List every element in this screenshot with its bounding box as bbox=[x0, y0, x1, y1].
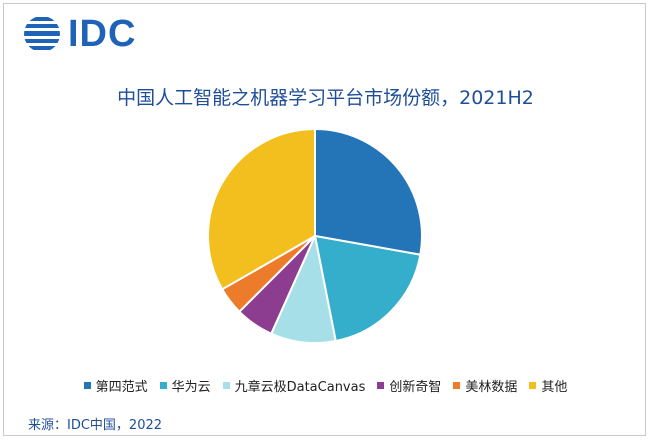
legend-label: 其他 bbox=[541, 380, 568, 395]
legend-swatch bbox=[222, 382, 230, 389]
legend-label: 华为云 bbox=[171, 380, 211, 395]
legend-label: 创新奇智 bbox=[389, 380, 442, 395]
chart-legend: 第四范式 华为云 九章云极DataCanvas 创新奇智 美林数据 其他 bbox=[0, 376, 651, 395]
logo-text: IDC bbox=[68, 13, 137, 55]
legend-item: 创新奇智 bbox=[377, 376, 441, 395]
legend-label: 第四范式 bbox=[95, 380, 148, 395]
source-note: 来源：IDC中国，2022 bbox=[28, 418, 163, 433]
legend-label: 九章云极DataCanvas bbox=[234, 380, 366, 395]
legend-swatch bbox=[159, 382, 167, 389]
chart-title: 中国人工智能之机器学习平台市场份额，2021H2 bbox=[117, 87, 534, 109]
legend-swatch bbox=[83, 382, 91, 389]
pie-slice-6 bbox=[207, 127, 316, 291]
idc-logo: IDC bbox=[22, 12, 136, 56]
legend-swatch bbox=[377, 382, 385, 389]
legend-item: 华为云 bbox=[159, 376, 211, 395]
pie-slice-1 bbox=[314, 127, 423, 256]
globe-icon bbox=[24, 17, 60, 50]
legend-item: 美林数据 bbox=[453, 376, 517, 395]
legend-item: 九章云极DataCanvas bbox=[222, 376, 366, 395]
legend-swatch bbox=[453, 382, 461, 389]
legend-label: 美林数据 bbox=[465, 380, 518, 395]
legend-item: 其他 bbox=[529, 376, 567, 395]
legend-item: 第四范式 bbox=[83, 376, 148, 395]
pie-slice-2 bbox=[313, 234, 422, 343]
legend-swatch bbox=[529, 382, 537, 389]
